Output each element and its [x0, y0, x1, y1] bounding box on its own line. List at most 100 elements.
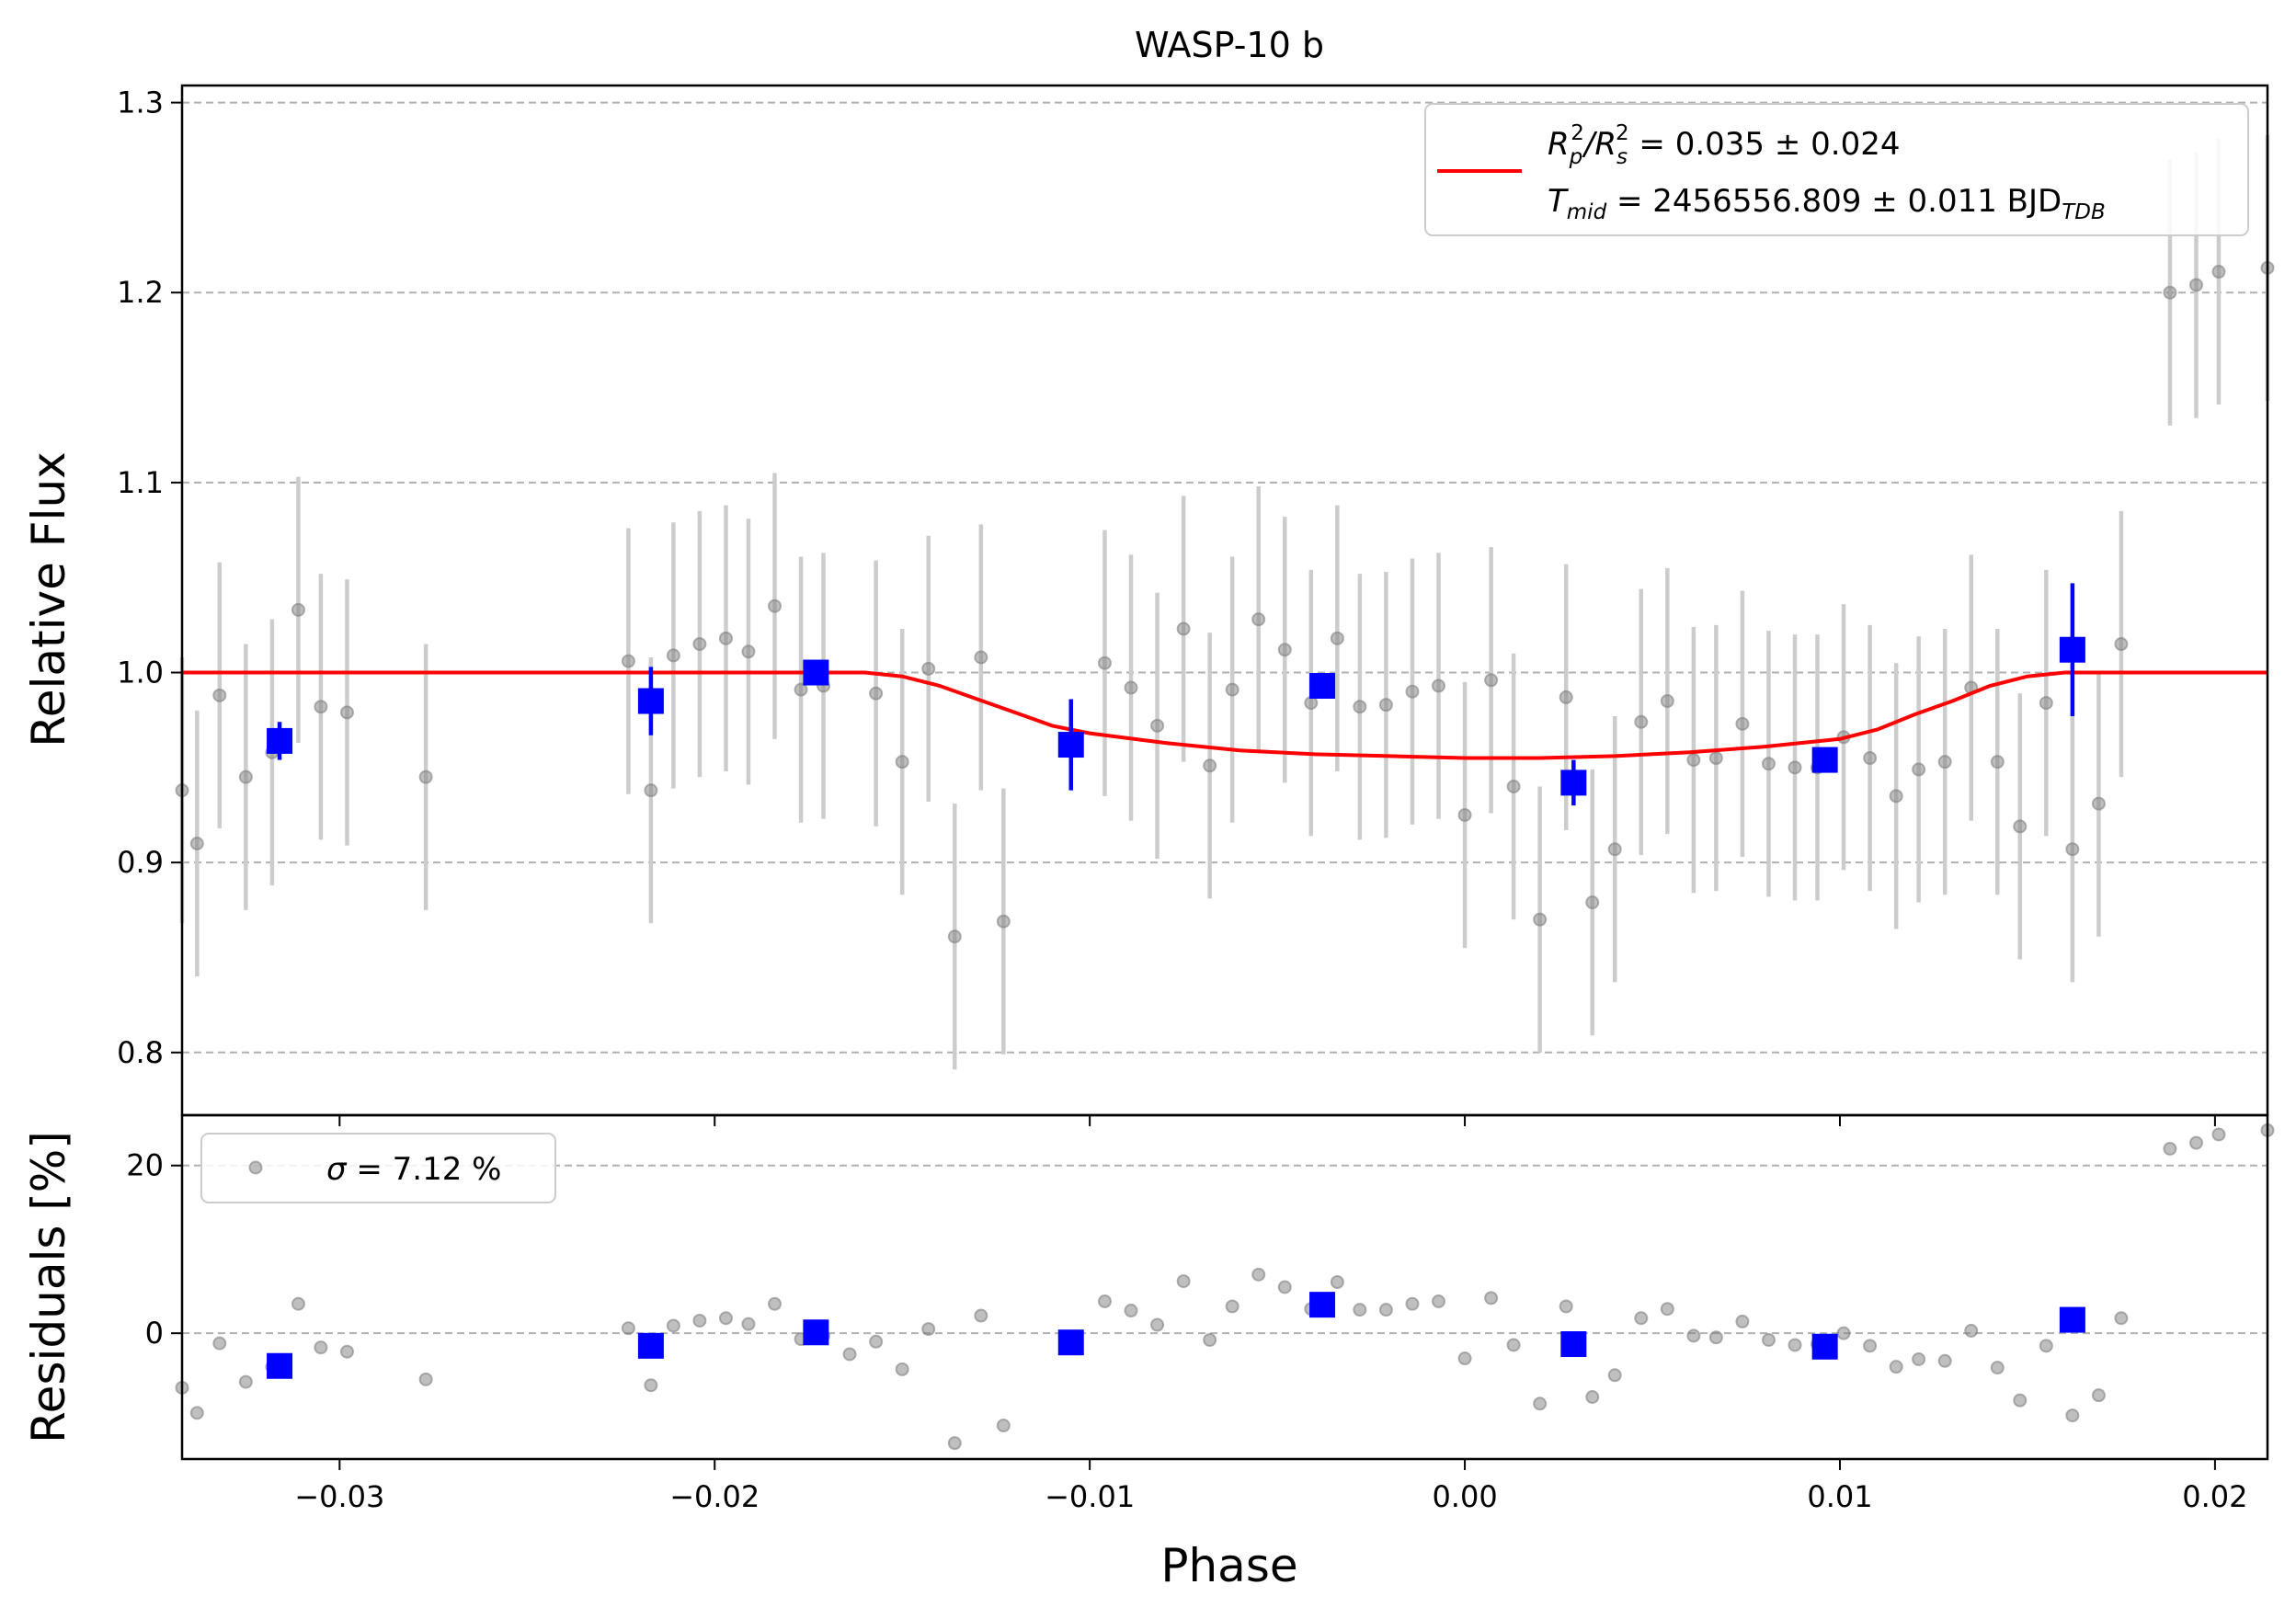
legend-sigma: σ = 7.12 % [326, 1151, 501, 1188]
residual-raw-point [2114, 1311, 2129, 1326]
raw-point [718, 631, 733, 645]
residual-raw-point [2163, 1141, 2177, 1156]
residual-raw-point [291, 1296, 305, 1311]
residual-raw-point [1432, 1294, 1446, 1309]
raw-point [947, 929, 962, 944]
raw-point [2211, 265, 2226, 279]
x-tick-label: −0.01 [1045, 1479, 1135, 1514]
residual-raw-point [314, 1340, 328, 1355]
main-y-tick-label: 1.3 [117, 86, 164, 120]
residual-raw-point [1863, 1339, 1878, 1353]
raw-point [1889, 789, 1903, 804]
raw-point [1990, 755, 2005, 770]
raw-point [2163, 285, 2177, 300]
residual-raw-point [1176, 1274, 1191, 1289]
x-tick-label: 0.01 [1807, 1479, 1872, 1514]
raw-point [1937, 755, 1952, 770]
main-y-tick-label: 1.1 [117, 465, 164, 500]
raw-point [339, 705, 354, 720]
raw-point [1607, 842, 1622, 857]
residual-y-tick-label: 20 [126, 1148, 164, 1183]
residual-binned-point [803, 1319, 829, 1346]
raw-point [1634, 714, 1649, 729]
residual-raw-point [2188, 1135, 2203, 1150]
residual-raw-point [1124, 1304, 1138, 1318]
residual-raw-point [1150, 1317, 1165, 1332]
residual-raw-point [741, 1317, 756, 1331]
binned-point [1309, 672, 1336, 699]
residual-raw-point [1708, 1330, 1723, 1345]
residual-raw-point [1559, 1299, 1573, 1314]
binned-point [637, 688, 664, 714]
residual-raw-point [1225, 1299, 1239, 1314]
raw-point [869, 686, 884, 701]
transit-model-curve [182, 670, 2267, 760]
residual-raw-point [1405, 1296, 1420, 1311]
residual-raw-point [1330, 1275, 1344, 1290]
raw-point [974, 650, 988, 665]
residual-raw-point [869, 1334, 884, 1349]
residual-raw-point [621, 1321, 635, 1336]
x-axis-label: Phase [1160, 1539, 1297, 1592]
residual-raw-point [1686, 1328, 1701, 1343]
residual-raw-point [238, 1374, 253, 1389]
residual-raw-point [1735, 1314, 1750, 1328]
residual-raw-point [692, 1313, 707, 1328]
residual-raw-point [974, 1308, 988, 1323]
raw-point [1735, 716, 1750, 731]
raw-point [741, 644, 756, 659]
x-tick-label: −0.02 [669, 1479, 760, 1514]
raw-point [666, 648, 680, 663]
raw-point [2091, 796, 2106, 811]
raw-point [1788, 760, 1802, 775]
raw-point [1225, 682, 1239, 697]
residual-raw-point [1484, 1291, 1499, 1305]
raw-point [2065, 842, 2080, 857]
raw-point [768, 599, 782, 613]
main-y-tick-label: 1.2 [117, 275, 164, 310]
residual-legend-marker [248, 1160, 263, 1175]
x-tick-label: 0.00 [1432, 1479, 1497, 1514]
residual-raw-point [666, 1318, 680, 1333]
main-legend-box [1424, 103, 2249, 236]
residual-raw-point [1990, 1361, 2005, 1375]
raw-point [621, 654, 635, 668]
residual-raw-point [1251, 1267, 1266, 1282]
main-y-tick-label: 0.9 [117, 845, 164, 880]
chart-title: WASP-10 b [1135, 25, 1324, 65]
raw-point [1506, 780, 1521, 794]
binned-point [1811, 747, 1838, 773]
residual-binned-point [1811, 1333, 1838, 1360]
raw-point [1304, 696, 1319, 711]
residual-raw-point [1836, 1326, 1851, 1340]
main-legend: Rp2/Rs2 = 0.035 ± 0.024 Tmid = 2456556.8… [1424, 103, 2249, 236]
main-y-tick-label: 1.0 [117, 656, 164, 690]
raw-point [1432, 678, 1446, 693]
residual-x-axis-ticks: −0.03 −0.02 −0.01 0.00 0.01 0.02 [294, 1459, 2248, 1514]
residual-binned-point [1309, 1292, 1336, 1318]
raw-point [1761, 757, 1776, 771]
residual-raw-point [339, 1344, 354, 1359]
residual-binned-point [637, 1332, 664, 1359]
main-raw-points [175, 134, 2275, 1070]
residual-raw-point [1788, 1338, 1802, 1352]
raw-point [314, 700, 328, 714]
main-binned-points [267, 583, 2085, 806]
residual-raw-point [1378, 1303, 1393, 1317]
residual-raw-point [842, 1347, 857, 1362]
main-x-axis-ticks [338, 1115, 2216, 1126]
raw-point [1277, 643, 1292, 657]
residual-raw-point [1506, 1338, 1521, 1352]
x-tick-label: 0.02 [2182, 1479, 2247, 1514]
binned-point [1560, 770, 1587, 796]
residual-raw-point [1277, 1280, 1292, 1294]
raw-point [2013, 819, 2028, 834]
main-flux-panel: 0.8 0.9 1.0 1.1 1.2 1.3 [117, 84, 2275, 1126]
residual-y-tick-label: 0 [145, 1316, 164, 1351]
main-y-axis-label: Relative Flux [22, 451, 75, 747]
residual-binned-point [1057, 1329, 1084, 1356]
raw-point [291, 602, 305, 617]
residual-raw-point [1761, 1332, 1776, 1347]
raw-point [1484, 673, 1499, 688]
